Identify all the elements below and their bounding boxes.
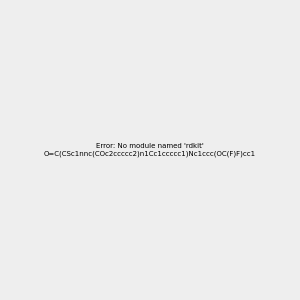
Text: Error: No module named 'rdkit'
O=C(CSc1nnc(COc2ccccc2)n1Cc1ccccc1)Nc1ccc(OC(F)F): Error: No module named 'rdkit' O=C(CSc1n…	[44, 143, 256, 157]
